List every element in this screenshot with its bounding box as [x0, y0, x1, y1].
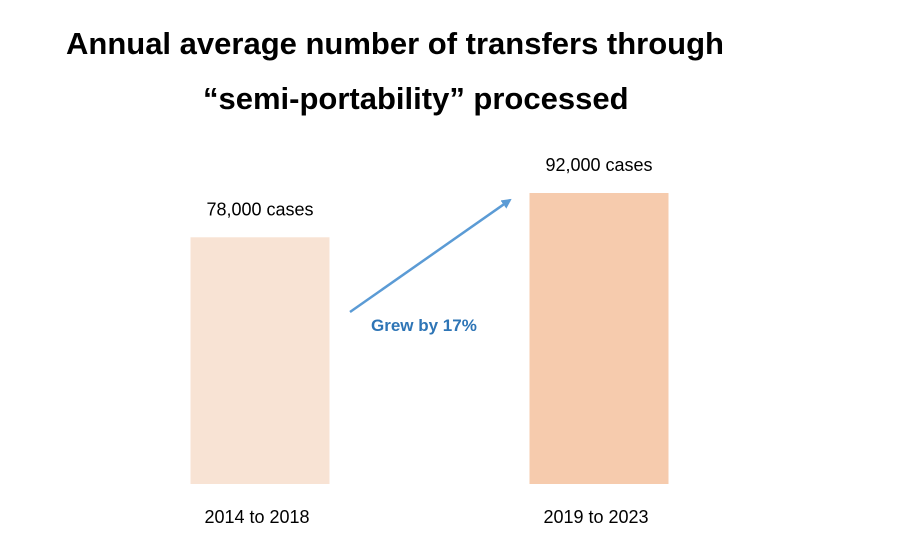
bar-2 [529, 193, 669, 484]
growth-arrow [349, 198, 512, 314]
bars-group [190, 193, 669, 484]
labels-group: 78,000 cases 2014 to 2018 92,000 cases 2019… [204, 155, 652, 527]
growth-annotation: Grew by 17% [371, 316, 477, 335]
category-label-2: 2019 to 2023 [543, 507, 648, 527]
data-label-2: 92,000 cases [545, 155, 652, 175]
chart-title-line-2: “semi-portability” processed [203, 81, 629, 116]
category-label-1: 2014 to 2018 [204, 507, 309, 527]
chart-title-line-1: Annual average number of transfers throu… [66, 26, 724, 61]
bar-1 [190, 237, 330, 484]
data-label-1: 78,000 cases [206, 199, 313, 219]
